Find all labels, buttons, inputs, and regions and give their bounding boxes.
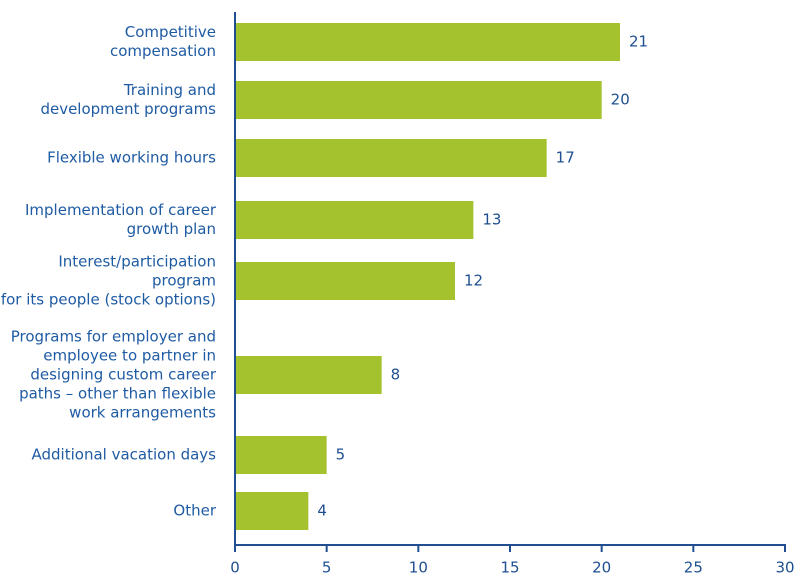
bar [235,262,455,300]
value-label: 20 [611,91,630,109]
x-tick-label: 20 [592,559,611,577]
x-tick-label: 15 [500,559,519,577]
category-label: Competitive compensation [109,23,216,60]
value-label: 17 [556,149,575,167]
value-label: 5 [336,446,346,464]
category-label: Flexible working hours [47,148,216,167]
bar [235,201,474,239]
x-tick-label: 5 [322,559,332,577]
value-label: 21 [629,33,648,51]
category-label: Implementation of career growth plan [24,201,216,238]
category-label: Other [173,501,216,520]
value-label: 4 [317,502,327,520]
value-label: 8 [391,366,401,384]
x-tick-label: 0 [230,559,240,577]
category-label: Additional vacation days [31,445,216,464]
x-tick-label: 30 [775,559,794,577]
category-label: Programs for employer and employee to pa… [10,327,216,422]
value-label: 13 [482,211,501,229]
category-label: Interest/participation program for its p… [0,252,216,309]
bar [235,356,382,394]
bar [235,139,547,177]
x-tick-label: 25 [684,559,703,577]
x-tick-label: 10 [409,559,428,577]
bar [235,23,620,61]
bar [235,81,602,119]
value-label: 12 [464,272,483,290]
bar [235,436,327,474]
category-label: Training and development programs [40,81,216,118]
bar [235,492,309,530]
